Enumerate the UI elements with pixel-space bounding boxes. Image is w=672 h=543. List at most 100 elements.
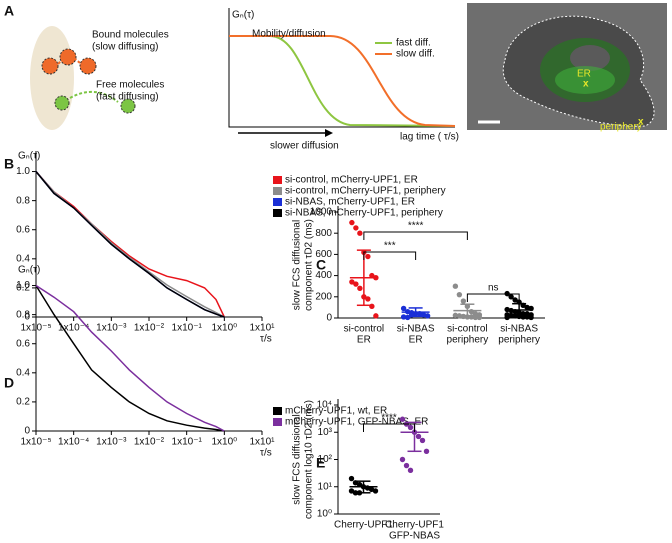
axis xyxy=(228,8,455,128)
title: Mobility/diffusion xyxy=(252,29,326,40)
panel-label: A xyxy=(4,3,14,19)
series-line xyxy=(35,171,225,318)
point xyxy=(357,230,363,236)
point xyxy=(348,475,355,482)
panel-label: C xyxy=(316,257,326,273)
x-tick-label: 1x10⁻⁴ xyxy=(58,437,89,448)
bound-molecule xyxy=(79,57,97,75)
legend-swatch xyxy=(273,198,282,206)
point xyxy=(456,291,463,298)
x-tick-label: periphery xyxy=(447,335,489,346)
point xyxy=(352,490,359,496)
significance-label: **** xyxy=(381,413,397,424)
legend-label: si-control, mCherry-UPF1, ER xyxy=(285,175,418,186)
point xyxy=(472,314,479,321)
point xyxy=(400,314,407,320)
y-tick-label: 0.6 xyxy=(16,224,30,235)
x-tick-label: 1x10⁻³ xyxy=(96,323,127,334)
point xyxy=(365,296,371,302)
point xyxy=(476,314,483,321)
y-tick-label: 1.0 xyxy=(16,166,30,177)
x-tick-label: Cherry-UPF1 xyxy=(334,520,393,531)
micrograph: ER x periphery x xyxy=(467,3,667,133)
point xyxy=(400,305,407,312)
fast-curve xyxy=(229,35,456,127)
panel-label: B xyxy=(4,156,14,172)
significance-bracket xyxy=(466,293,520,302)
molecule-schematic: Bound molecules (slow diffusing) Free mo… xyxy=(30,26,169,130)
x-label: τ/s xyxy=(260,448,272,459)
point xyxy=(423,448,430,454)
schematic-chart: Gₙ(τ) Mobility/diffusion fast diff. slow… xyxy=(228,8,459,152)
y-tick-label: 1.0 xyxy=(16,280,30,291)
x-label: τ/s xyxy=(260,334,272,345)
point xyxy=(356,481,363,488)
x-tick-label: si-control xyxy=(344,324,385,335)
x-tick-label: si-control xyxy=(447,324,488,335)
y-tick-label: 0.8 xyxy=(16,309,30,320)
nucleus xyxy=(570,45,610,71)
y-tick-label: 10² xyxy=(318,454,333,465)
legend-swatch xyxy=(273,418,282,426)
y-tick-label: 10³ xyxy=(318,427,333,438)
significance-label: *** xyxy=(384,241,396,252)
x-tick-label: ER xyxy=(409,335,423,346)
bound-molecule xyxy=(59,48,77,66)
y-tick-label: 10¹ xyxy=(318,481,333,492)
y-tick-label: 0.4 xyxy=(16,253,30,264)
x-tick-label: 1x10⁻⁵ xyxy=(20,437,51,448)
point xyxy=(372,488,379,494)
series-line xyxy=(35,171,225,318)
periphery-label: periphery xyxy=(600,122,642,133)
arrow-label: slower diffusion xyxy=(270,141,339,152)
y-tick-label: 0.6 xyxy=(16,338,30,349)
legend-label: si-NBAS, mCherry-UPF1, ER xyxy=(285,197,415,208)
er-signal xyxy=(555,66,615,94)
x-tick-label: 1x10¹ xyxy=(249,323,275,334)
significance-bracket xyxy=(363,251,417,260)
point xyxy=(357,285,363,292)
point xyxy=(424,313,431,319)
y-label: Gₙ(τ) xyxy=(232,10,254,21)
arrow xyxy=(69,91,119,103)
point xyxy=(399,416,406,422)
er-marker: x xyxy=(583,79,589,90)
bound-molecule xyxy=(41,57,59,75)
point xyxy=(508,294,514,300)
y-tick-label: 0 xyxy=(24,312,30,323)
arrowhead xyxy=(325,129,333,137)
x-tick-label: 1x10⁻³ xyxy=(96,437,127,448)
periphery-marker: x xyxy=(638,117,644,128)
x-tick-label: 1x10⁰ xyxy=(211,323,237,334)
series-line xyxy=(35,285,225,432)
legend-label: si-NBAS, mCherry-UPF1, periphery xyxy=(285,208,443,219)
significance-label: ns xyxy=(488,283,499,294)
point xyxy=(452,283,459,289)
x-tick-label: GFP-NBAS xyxy=(389,531,440,542)
point xyxy=(504,314,510,321)
point xyxy=(349,279,355,285)
free-label: Free molecules xyxy=(96,80,164,91)
point xyxy=(528,314,534,321)
panel-label: D xyxy=(4,375,14,391)
point xyxy=(369,272,375,279)
x-tick-label: si-NBAS xyxy=(397,324,435,335)
point xyxy=(452,312,459,319)
slow-curve xyxy=(229,35,456,127)
x-tick-label: ER xyxy=(357,335,371,346)
free-molecule xyxy=(120,98,136,114)
y-tick-label: 200 xyxy=(315,291,332,302)
y-label: component log10 τD2 (ms) xyxy=(304,400,315,519)
y-tick-label: 10⁴ xyxy=(317,400,332,411)
point xyxy=(524,314,530,320)
x-label: lag time ( τ/s) xyxy=(400,132,459,143)
y-label: slow FCS diffusional xyxy=(292,220,303,310)
arrow xyxy=(57,57,81,65)
x-tick-label: si-NBAS xyxy=(500,324,538,335)
y-label: Gₙ(τ) xyxy=(18,151,40,162)
y-tick-label: 600 xyxy=(315,249,332,260)
bound-label: (slow diffusing) xyxy=(92,42,159,53)
y-tick-label: 400 xyxy=(315,270,332,281)
y-tick-label: 1000 xyxy=(310,207,333,218)
